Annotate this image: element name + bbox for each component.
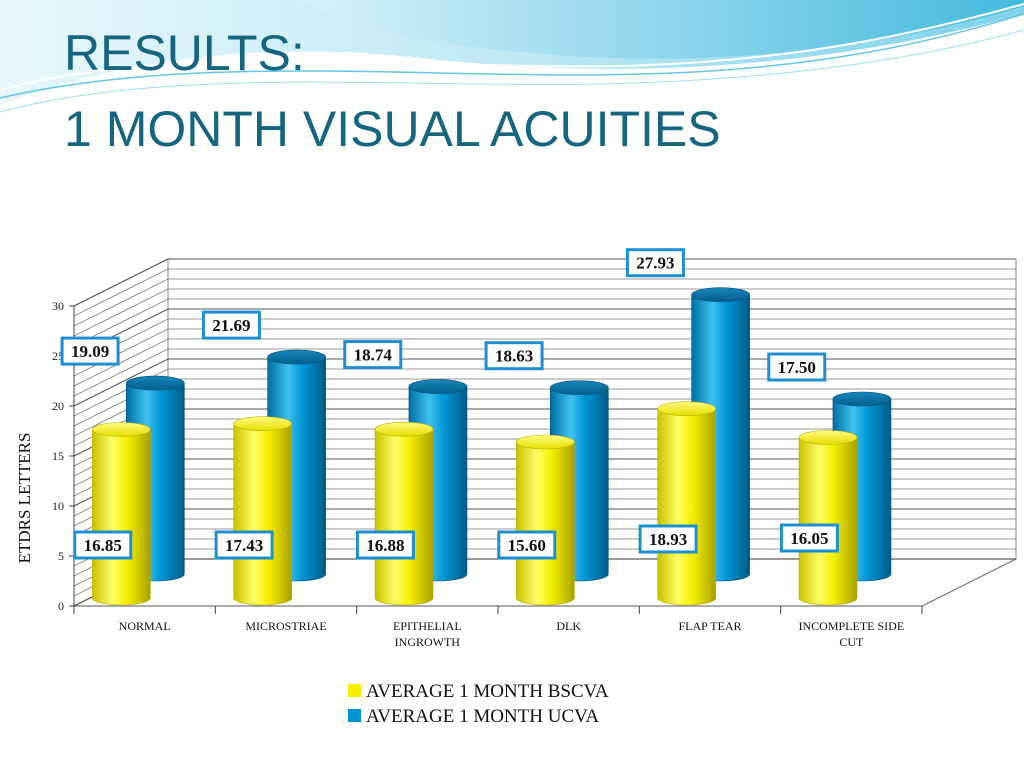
x-tick-label: MICROSTRIAE <box>245 619 326 633</box>
slide-title-line-1: RESULTS: <box>64 25 305 81</box>
data-label-ucva: 18.74 <box>343 340 403 370</box>
svg-text:18.74: 18.74 <box>354 346 393 365</box>
data-label-ucva: 19.09 <box>60 336 120 366</box>
data-label-ucva: 18.63 <box>484 341 544 371</box>
legend-label: AVERAGE 1 MONTH UCVA <box>366 706 599 727</box>
bar-bscva <box>516 434 575 606</box>
y-tick-label: 30 <box>52 299 64 313</box>
svg-text:27.93: 27.93 <box>636 254 674 273</box>
bar-bscva <box>374 421 434 606</box>
svg-text:19.09: 19.09 <box>71 342 109 361</box>
legend-swatch <box>348 709 361 722</box>
svg-text:16.85: 16.85 <box>84 536 122 555</box>
x-tick-label: NORMAL <box>119 619 171 633</box>
bar-bscva <box>798 430 858 606</box>
x-tick-label: FLAP TEAR <box>678 619 741 633</box>
gridline <box>73 268 1016 317</box>
y-tick-label: 10 <box>52 499 64 513</box>
data-label-bscva: 17.43 <box>214 530 274 560</box>
svg-text:17.43: 17.43 <box>225 536 263 555</box>
data-label-bscva: 15.60 <box>497 530 557 560</box>
wave-line-1 <box>0 3 1024 91</box>
data-label-ucva: 27.93 <box>625 248 685 278</box>
legend-swatch <box>348 684 361 697</box>
data-label-ucva: 21.69 <box>201 310 261 340</box>
svg-text:17.50: 17.50 <box>778 358 816 377</box>
wave-line-2 <box>0 13 1024 99</box>
y-tick-label: 20 <box>52 399 64 413</box>
y-tick-label: 5 <box>58 549 64 563</box>
data-label-bscva: 18.93 <box>638 524 698 554</box>
x-tick-label: DLK <box>556 619 581 633</box>
data-label-bscva: 16.88 <box>355 530 415 560</box>
gridline <box>73 258 1016 307</box>
bar-bscva <box>92 422 151 606</box>
y-tick-label: 0 <box>58 599 64 613</box>
x-tick-label: INCOMPLETE SIDE CUT <box>798 619 904 649</box>
data-label-bscva: 16.85 <box>73 530 133 560</box>
data-label-bscva: 16.05 <box>779 523 839 553</box>
x-tick-label: EPITHELIAL INGROWTH <box>393 619 462 649</box>
svg-text:16.05: 16.05 <box>790 529 828 548</box>
svg-text:16.88: 16.88 <box>366 536 404 555</box>
y-axis-label: ETDRS LETTERS <box>15 433 34 564</box>
bar-bscva <box>233 416 293 606</box>
gridline <box>73 278 1016 327</box>
bar-bscva <box>657 401 717 606</box>
legend-label: AVERAGE 1 MONTH BSCVA <box>366 681 609 702</box>
wave-band-blue <box>300 0 1024 59</box>
svg-text:18.93: 18.93 <box>649 530 687 549</box>
wave-line-3 <box>0 29 1024 113</box>
svg-text:15.60: 15.60 <box>508 536 546 555</box>
data-label-ucva: 17.50 <box>767 352 827 382</box>
y-tick-label: 15 <box>52 449 64 463</box>
svg-text:21.69: 21.69 <box>212 316 250 335</box>
slide-title-line-2: 1 MONTH VISUAL ACUITIES <box>64 101 721 157</box>
svg-text:18.63: 18.63 <box>495 347 533 366</box>
